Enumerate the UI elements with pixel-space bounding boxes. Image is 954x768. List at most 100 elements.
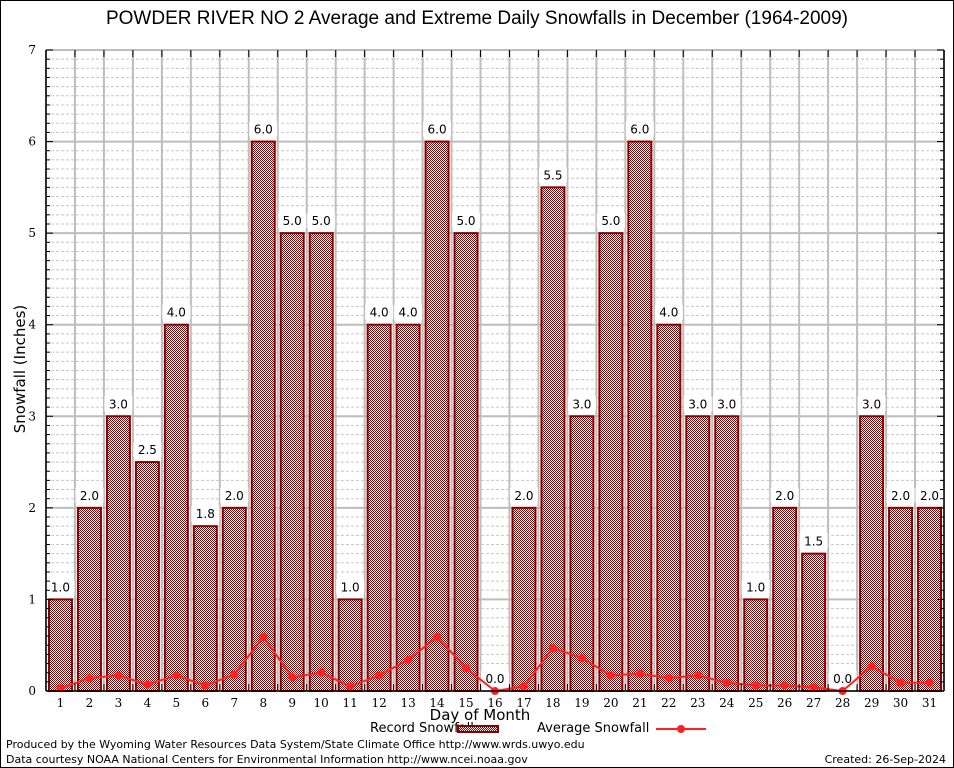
x-tick-label: 19 [574, 696, 589, 710]
bar-value-label: 5.5 [543, 168, 562, 182]
bar-value-label: 4.0 [659, 306, 678, 320]
record-bar [250, 140, 276, 693]
bar-value-label: 4.0 [370, 306, 389, 320]
record-bar [888, 506, 914, 692]
x-tick-label: 2 [86, 696, 94, 710]
bar-value-label: 2.0 [514, 489, 533, 503]
bar-value-label: 6.0 [254, 123, 273, 137]
record-bar [134, 461, 160, 693]
bar-value-label: 2.0 [920, 489, 939, 503]
x-tick-label: 4 [144, 696, 152, 710]
bar-label-bg [654, 304, 683, 320]
average-point [751, 681, 760, 690]
y-tick-label: 0 [28, 684, 36, 698]
bar-value-label: 5.0 [312, 214, 331, 228]
record-bar [48, 598, 73, 693]
bar-value-label: 1.0 [51, 580, 70, 594]
bar-label-bg [191, 506, 220, 522]
y-tick-label: 2 [28, 501, 36, 515]
x-tick-label: 29 [864, 696, 879, 710]
average-point [404, 655, 413, 664]
bar-value-label: 0.0 [833, 672, 852, 686]
y-tick-label: 3 [28, 409, 36, 423]
x-tick-label: 8 [259, 696, 267, 710]
record-bar [337, 598, 363, 693]
record-bar [424, 140, 450, 693]
average-point [375, 671, 384, 680]
x-tick-label: 7 [230, 696, 238, 710]
average-point [259, 632, 268, 641]
legend-record-swatch [457, 725, 499, 733]
footer-data-courtesy: Data courtesy NOAA National Centers for … [6, 753, 528, 766]
x-tick-label: 13 [400, 696, 415, 710]
bar-label-bg [538, 167, 567, 183]
x-tick-label: 31 [922, 696, 937, 710]
x-tick-label: 20 [603, 696, 618, 710]
x-tick-label: 5 [173, 696, 181, 710]
bar-label-bg [249, 121, 278, 137]
bar-value-label: 2.0 [775, 489, 794, 503]
x-tick-label: 21 [632, 696, 647, 710]
bar-value-label: 1.5 [804, 535, 823, 549]
bar-label-bg [509, 487, 538, 503]
record-bar [772, 506, 798, 692]
legend-average-label: Average Snowfall [537, 721, 650, 736]
bar-label-bg [481, 671, 509, 686]
record-bar [366, 323, 392, 692]
record-bar [540, 186, 566, 692]
bar-label-bg [596, 213, 625, 229]
x-axis-label: Day of Month [429, 706, 531, 724]
y-tick-label: 7 [28, 43, 36, 57]
axes [45, 49, 945, 692]
y-axis-label: Snowfall (Inches) [11, 304, 29, 434]
bar-label-bg [162, 304, 191, 320]
average-point [722, 678, 731, 687]
average-point [548, 643, 557, 652]
record-bar [859, 415, 885, 692]
average-point [606, 671, 615, 680]
bar-value-label: 4.0 [167, 306, 186, 320]
average-point [867, 662, 876, 671]
record-bar [308, 232, 334, 692]
average-point [519, 682, 528, 691]
average-point [635, 669, 644, 678]
bar-label-bg [770, 487, 799, 503]
x-tick-label: 3 [115, 696, 123, 710]
bar-value-label: 4.0 [399, 306, 418, 320]
x-tick-label: 16 [487, 696, 502, 710]
record-bar [76, 506, 102, 692]
average-point [896, 678, 905, 687]
record-bar [656, 323, 682, 692]
record-bar [743, 598, 769, 693]
legend-average-marker [677, 725, 685, 733]
bar-value-label: 1.0 [746, 580, 765, 594]
x-tick-label: 15 [458, 696, 473, 710]
bar-label-bg [567, 396, 596, 412]
x-tick-label: 27 [806, 696, 821, 710]
x-tick-label: 11 [343, 696, 358, 710]
average-point [317, 668, 326, 677]
bar-labels: 1.0 2.0 3.0 2.5 4.0 1.8 2.0 6.0 5.0 5.0 1.0 4.0 4.0 6… [46, 121, 944, 686]
x-tick-label: 28 [835, 696, 850, 710]
record-bar [105, 415, 131, 692]
record-bar [395, 323, 421, 692]
average-point [664, 674, 673, 683]
y-tick-label: 5 [28, 226, 36, 240]
bar-label-bg [886, 487, 915, 503]
y-tick-label: 6 [28, 135, 36, 149]
average-line [56, 632, 934, 695]
record-bar [801, 552, 827, 693]
bar-value-label: 6.0 [630, 123, 649, 137]
x-tick-label: 26 [777, 696, 792, 710]
bar-value-label: 2.0 [225, 489, 244, 503]
record-bar [569, 415, 595, 692]
average-point [462, 664, 471, 673]
bar-value-label: 3.0 [572, 397, 591, 411]
bar-label-bg [365, 304, 394, 320]
x-tick-label: 24 [719, 696, 735, 710]
average-point [172, 671, 181, 680]
average-point [201, 681, 210, 690]
legend-record-label: Record Snowfall [370, 721, 474, 736]
bar-label-bg [828, 671, 857, 686]
